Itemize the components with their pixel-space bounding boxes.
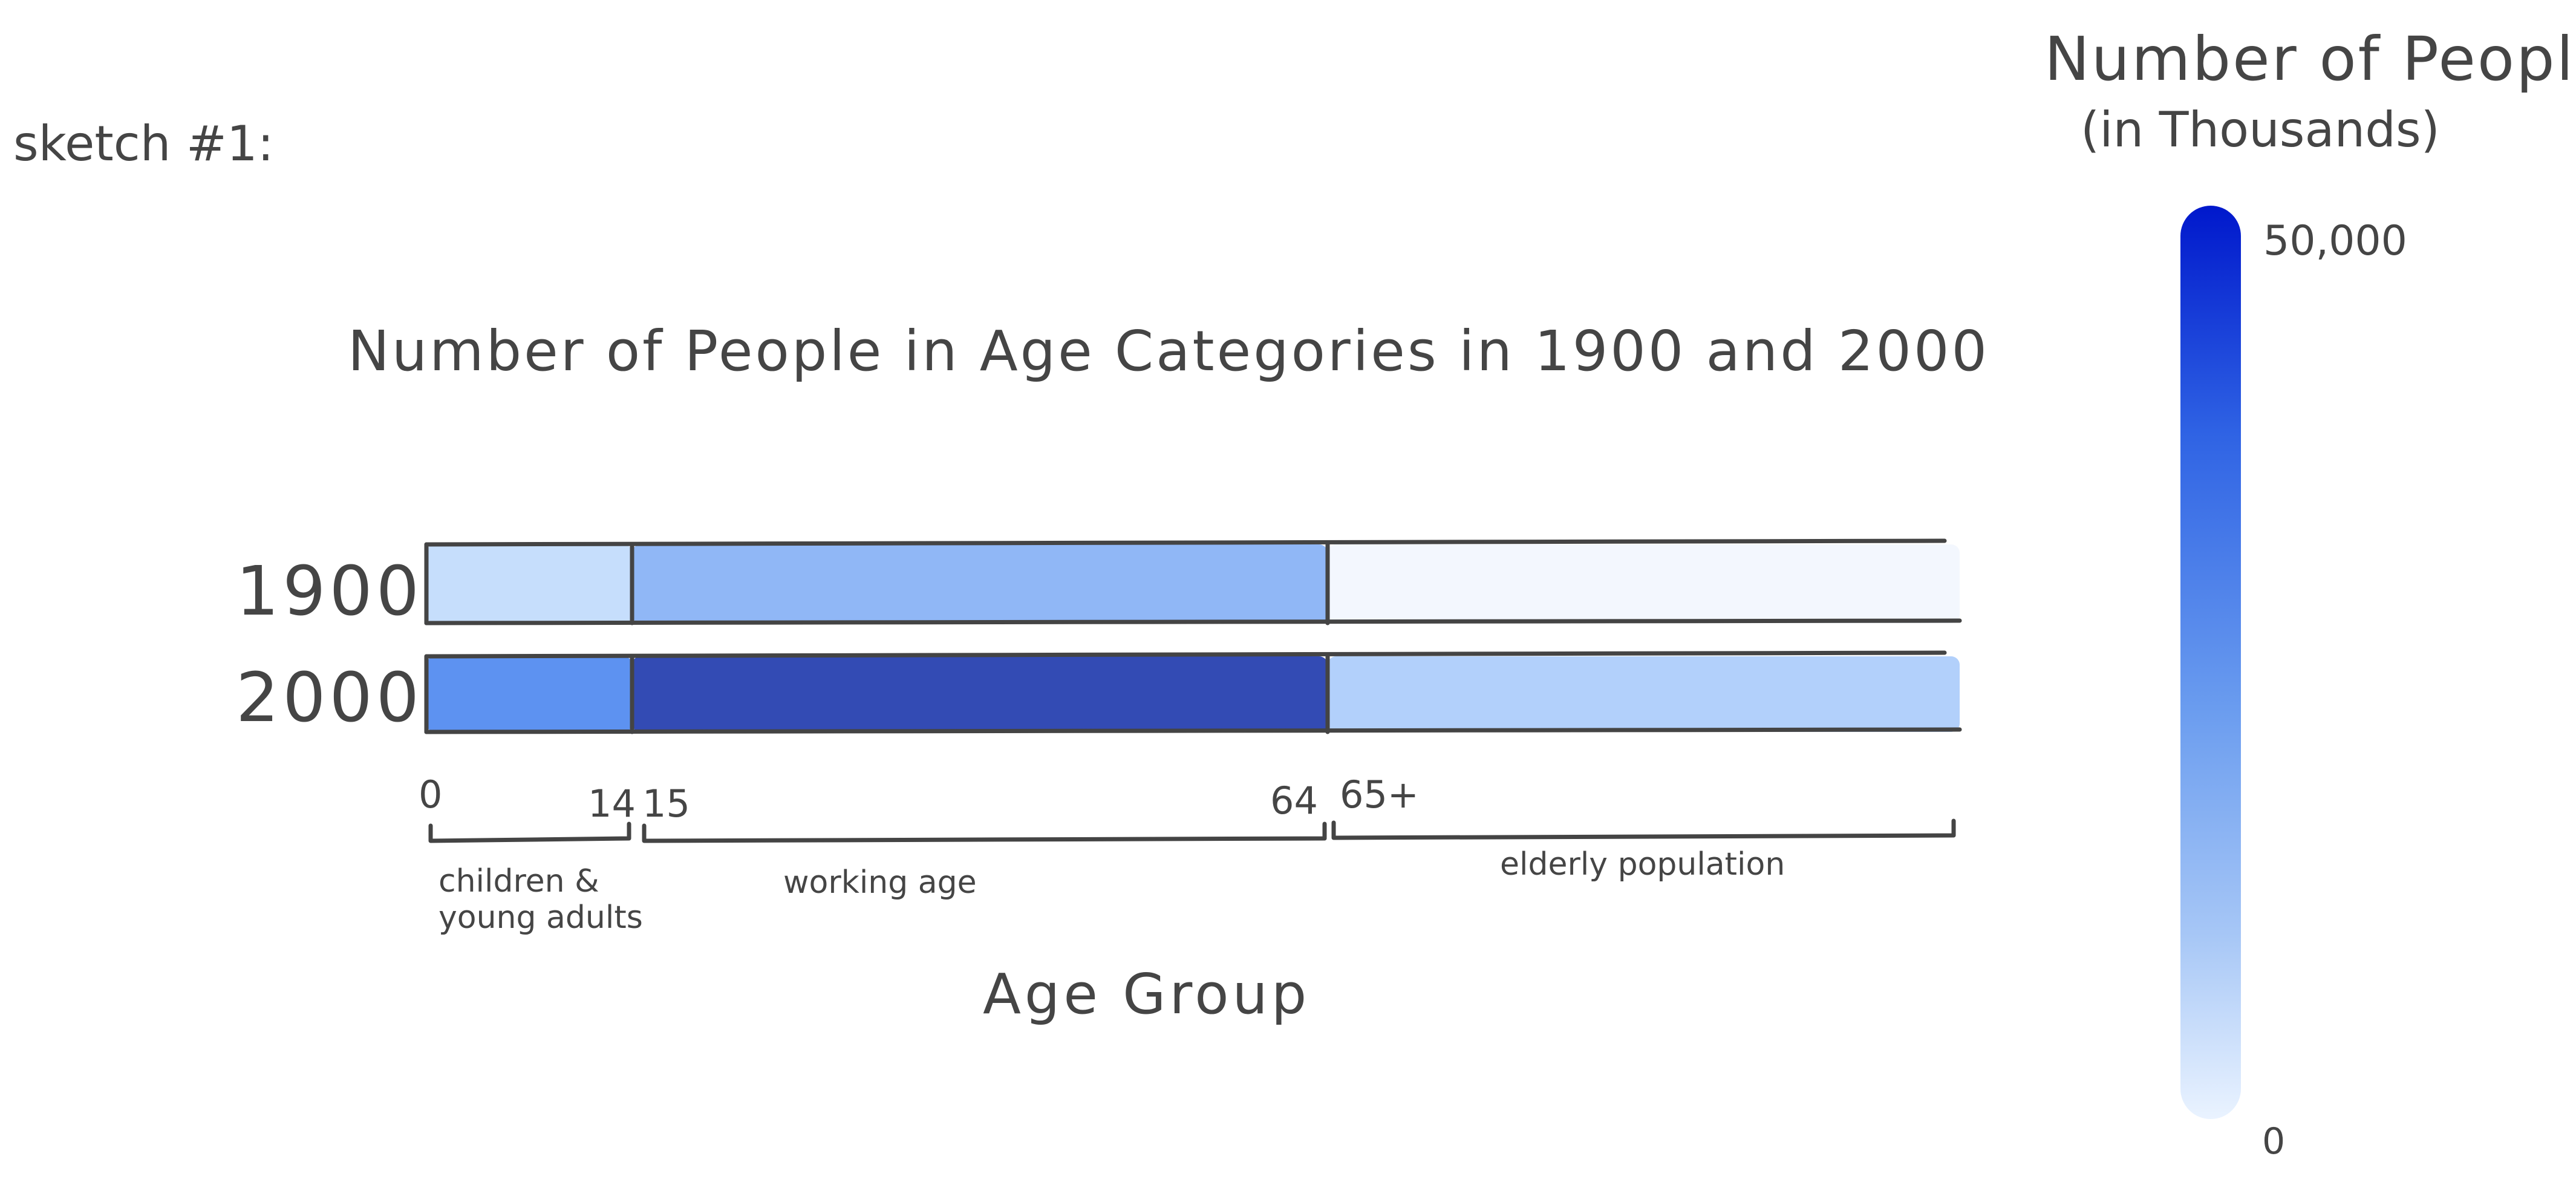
cell-2000-children xyxy=(426,656,632,732)
legend-color-scale xyxy=(2180,206,2241,1119)
group-bracket-elderly xyxy=(1331,818,1956,840)
cell-2000-working-age xyxy=(632,656,1328,732)
row-outline-bottom xyxy=(424,618,1962,625)
row-label-1900: 1900 xyxy=(236,552,423,631)
legend-title: Number of People xyxy=(2044,24,2576,94)
row-outline-top xyxy=(424,538,1947,547)
legend-max-label: 50,000 xyxy=(2263,217,2407,265)
legend-subtitle: (in Thousands) xyxy=(2081,102,2440,158)
chart-title: Number of People in Age Categories in 19… xyxy=(348,319,1990,384)
group-bracket-working-age xyxy=(642,821,1327,843)
legend-min-label: 0 xyxy=(2262,1120,2286,1163)
cell-2000-elderly xyxy=(1328,656,1960,732)
group-label-children: children & young adults xyxy=(439,863,643,936)
group-label-working-age: working age xyxy=(783,864,977,901)
cell-1900-children xyxy=(426,544,632,623)
group-label-elderly: elderly population xyxy=(1500,846,1785,883)
sketch-label: sketch #1: xyxy=(13,116,274,172)
row-label-2000: 2000 xyxy=(236,659,423,737)
age-tick-15: 15 xyxy=(642,782,690,826)
x-axis-label: Age Group xyxy=(983,962,1311,1027)
group-bracket-children xyxy=(428,821,631,843)
cell-1900-elderly xyxy=(1328,544,1960,623)
row-outline-bottom xyxy=(424,727,1962,734)
age-tick-0: 0 xyxy=(419,772,443,817)
age-tick-64: 64 xyxy=(1270,779,1318,823)
cell-1900-working-age xyxy=(632,544,1328,623)
row-outline-top xyxy=(424,650,1947,659)
age-tick-14: 14 xyxy=(588,782,636,826)
age-tick-65-plus: 65+ xyxy=(1340,772,1419,817)
